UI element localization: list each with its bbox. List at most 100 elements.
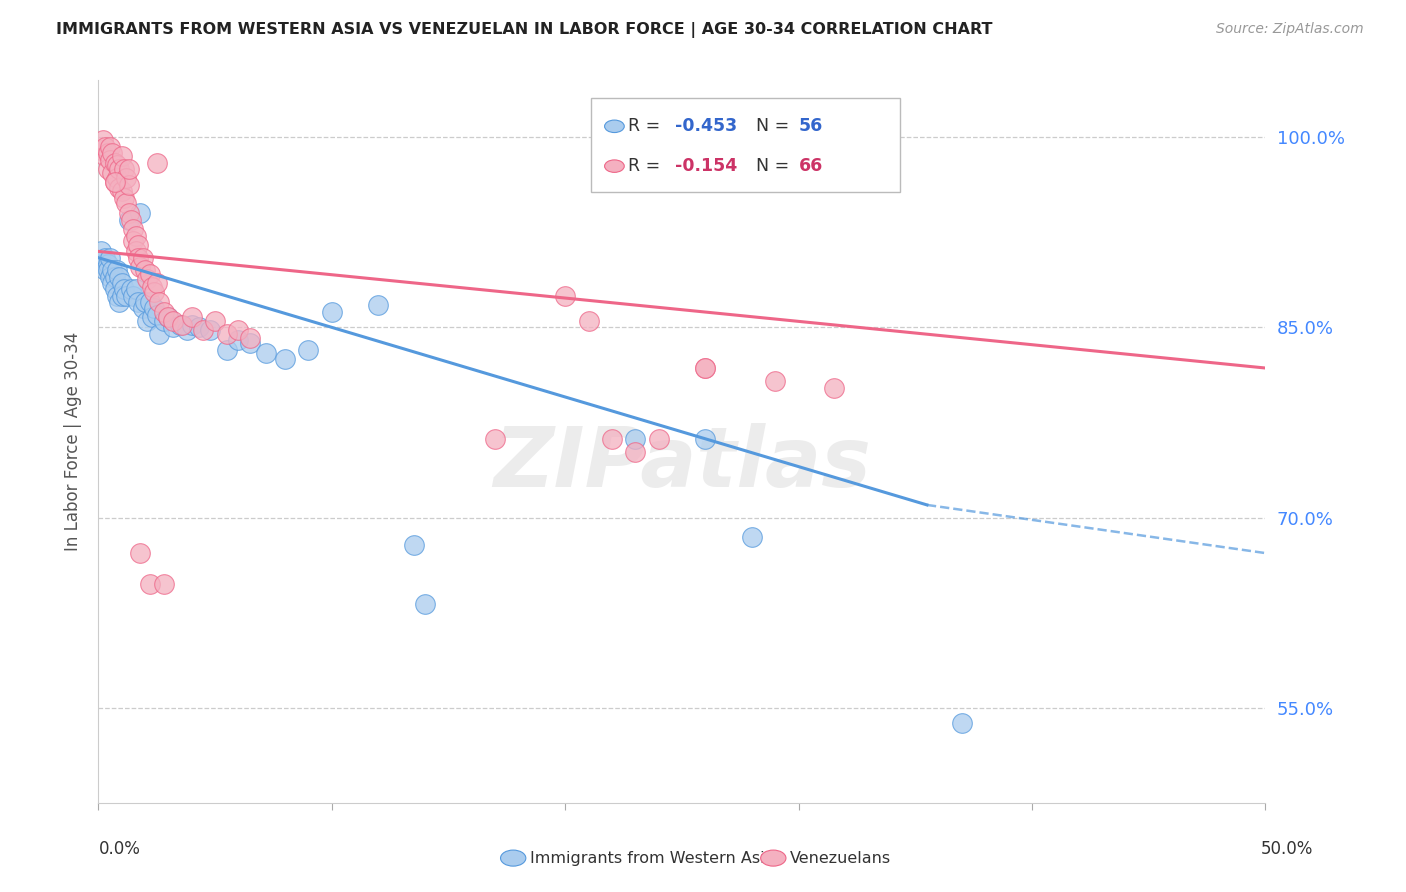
Point <box>187 320 209 334</box>
Point <box>115 289 138 303</box>
Point <box>108 295 131 310</box>
Point <box>624 444 647 458</box>
Point <box>402 539 425 553</box>
Point <box>94 263 117 277</box>
Point <box>695 361 717 376</box>
Point <box>741 530 763 544</box>
Point <box>228 323 250 337</box>
Point <box>120 212 142 227</box>
Point <box>122 289 145 303</box>
Point <box>139 267 162 281</box>
Text: R =: R = <box>628 118 666 136</box>
Point <box>139 295 162 310</box>
Point <box>239 335 262 350</box>
Point <box>129 546 152 560</box>
Point <box>120 282 142 296</box>
Point <box>125 282 148 296</box>
Point <box>125 244 148 259</box>
Point <box>118 206 141 220</box>
Point <box>112 191 135 205</box>
Text: -0.453: -0.453 <box>675 118 737 136</box>
Point <box>101 166 124 180</box>
Point <box>104 269 127 284</box>
Point <box>950 715 973 730</box>
Point <box>98 251 121 265</box>
Text: Immigrants from Western Asia: Immigrants from Western Asia <box>530 851 775 865</box>
Point <box>122 221 145 235</box>
Point <box>101 263 124 277</box>
Point <box>695 361 717 376</box>
Point <box>215 343 238 358</box>
Point <box>413 597 436 611</box>
Point <box>91 133 114 147</box>
Point <box>204 314 226 328</box>
Text: N =: N = <box>745 157 794 175</box>
Point <box>823 381 845 395</box>
Point <box>176 323 198 337</box>
Point <box>148 295 170 310</box>
Point <box>101 145 124 160</box>
Point <box>111 276 134 290</box>
Point <box>127 251 149 265</box>
Point <box>125 229 148 244</box>
Point <box>91 257 114 271</box>
Point <box>146 308 169 322</box>
Point <box>118 161 141 176</box>
Text: R =: R = <box>628 157 666 175</box>
Point <box>134 263 156 277</box>
Point <box>104 175 127 189</box>
Point <box>98 140 121 154</box>
Point <box>108 161 131 176</box>
Point <box>97 161 120 176</box>
Point <box>367 298 389 312</box>
Point <box>101 276 124 290</box>
Point <box>115 170 138 185</box>
Point <box>146 155 169 169</box>
Point <box>105 170 128 185</box>
Point <box>193 323 215 337</box>
Point <box>143 285 166 299</box>
Point <box>104 282 127 296</box>
Point <box>105 289 128 303</box>
Point <box>256 346 278 360</box>
Point <box>297 343 319 358</box>
Point <box>157 310 180 325</box>
Point <box>115 196 138 211</box>
Point <box>111 184 134 198</box>
Point <box>162 320 184 334</box>
Point <box>127 238 149 252</box>
Point <box>129 260 152 274</box>
Text: 56: 56 <box>799 118 823 136</box>
Point <box>143 301 166 316</box>
Point <box>162 314 184 328</box>
Point <box>578 314 600 328</box>
Point <box>132 301 155 316</box>
Point <box>94 140 117 154</box>
Point <box>152 576 174 591</box>
Text: 0.0%: 0.0% <box>98 840 141 858</box>
Point <box>763 374 786 388</box>
Point <box>141 280 163 294</box>
Point <box>239 330 262 344</box>
Point <box>321 305 343 319</box>
Text: ZIPatlas: ZIPatlas <box>494 423 870 504</box>
Point <box>274 352 297 367</box>
Point <box>695 432 717 446</box>
Point <box>97 263 120 277</box>
Text: Source: ZipAtlas.com: Source: ZipAtlas.com <box>1216 22 1364 37</box>
Point <box>104 175 127 189</box>
Point <box>152 305 174 319</box>
Point <box>98 269 121 284</box>
Point <box>97 145 120 160</box>
Point <box>484 432 506 446</box>
Point <box>112 282 135 296</box>
Point <box>108 181 131 195</box>
Point <box>554 289 576 303</box>
Point <box>146 276 169 290</box>
Point <box>104 155 127 169</box>
Point <box>122 234 145 248</box>
Point <box>180 310 202 325</box>
Point <box>132 251 155 265</box>
Point <box>134 295 156 310</box>
Point <box>148 326 170 341</box>
